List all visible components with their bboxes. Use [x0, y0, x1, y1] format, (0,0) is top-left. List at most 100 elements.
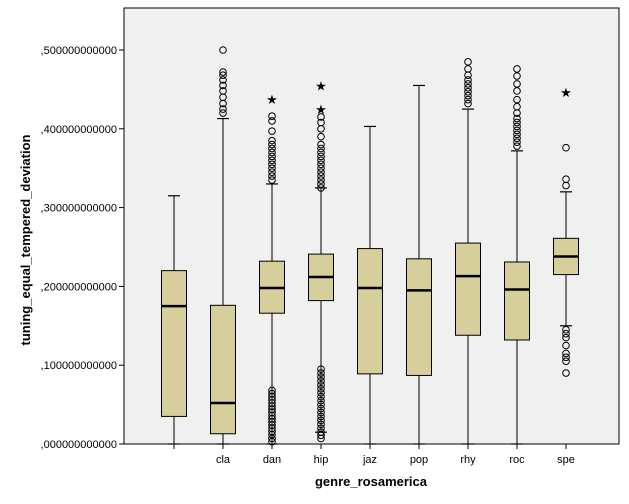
outlier-point: [464, 87, 472, 96]
outlier-point: [562, 329, 570, 338]
outlier-point: [317, 388, 325, 397]
outlier-point: [317, 176, 325, 184]
y-tick-label: ,500000000000: [41, 45, 117, 57]
outlier-point: [219, 71, 227, 80]
outlier-point: [464, 91, 472, 100]
outlier-point: [317, 369, 325, 377]
y-tick-label: ,000000000000: [41, 439, 117, 451]
outlier-point: [317, 180, 325, 188]
iqr-box: [504, 261, 530, 341]
x-tick-label: roc: [509, 454, 525, 466]
outlier-point: [268, 112, 276, 120]
y-tick-label: ,300000000000: [41, 203, 117, 215]
boxes-group: ★★★ ★: [161, 46, 579, 446]
outlier-point: [513, 134, 521, 143]
extreme-point: ★: [266, 93, 278, 108]
x-tick-label: pop: [410, 454, 428, 466]
outlier-point: [268, 140, 276, 149]
outlier-point: [513, 114, 521, 123]
outlier-point: [317, 404, 325, 413]
extreme-point: ★: [560, 86, 572, 101]
outlier-point: [513, 118, 521, 127]
outlier-point: [464, 76, 472, 84]
outlier-point: [268, 152, 276, 161]
box-jaz: [357, 125, 383, 445]
outlier-point: [562, 325, 570, 334]
box-blank: [161, 195, 187, 445]
outlier-point: [268, 136, 276, 145]
y-tick-label: ,100000000000: [41, 360, 117, 372]
outlier-point: [317, 400, 325, 409]
box-dan: ★: [259, 93, 285, 446]
outlier-point: [317, 420, 325, 429]
y-tick-label: ,400000000000: [41, 124, 117, 136]
outlier-point: [268, 389, 276, 398]
outlier-point: [513, 95, 521, 104]
outlier-point: [317, 412, 325, 421]
outlier-point: [513, 122, 521, 131]
box-rhy: [455, 58, 481, 445]
outlier-point: [513, 65, 521, 73]
outlier-point: [317, 377, 325, 385]
outlier-point: [317, 164, 325, 172]
outlier-point: [268, 386, 276, 395]
outlier-point: [268, 156, 276, 165]
outlier-point: [219, 76, 227, 84]
x-axis: cla dan hip jaz pop rhy roc spe: [173, 444, 575, 466]
outlier-point: [317, 428, 325, 436]
outlier-point: [562, 357, 570, 366]
x-tick-label: rhy: [460, 454, 476, 466]
x-tick-label: spe: [557, 454, 575, 466]
iqr-box: [210, 304, 236, 435]
outlier-point: [513, 138, 521, 146]
outlier-point: [464, 99, 472, 108]
iqr-box: [161, 270, 187, 417]
iqr-box: [455, 242, 481, 336]
outlier-point: [268, 144, 276, 153]
outlier-point: [317, 396, 325, 405]
outlier-point: [317, 144, 325, 153]
outlier-point: [317, 184, 325, 192]
outlier-point: [317, 148, 325, 157]
box-pop: [406, 84, 432, 445]
outlier-point: [219, 105, 227, 113]
outlier-point: [268, 176, 276, 184]
outlier-point: [464, 95, 472, 104]
x-tick-label: cla: [216, 454, 231, 466]
outlier-point: [219, 68, 227, 76]
box-roc: [504, 65, 530, 445]
outlier-point: [219, 87, 227, 95]
outlier-point: [317, 392, 325, 401]
outlier-point: [317, 118, 325, 127]
y-tick-label: ,200000000000: [41, 281, 117, 293]
outlier-point: [317, 113, 325, 121]
outlier-point: [219, 81, 227, 90]
outlier-point: [268, 117, 276, 125]
outlier-point: [317, 168, 325, 176]
outlier-point: [513, 126, 521, 135]
outlier-point: [268, 160, 276, 169]
outlier-point: [317, 385, 325, 393]
iqr-box: [406, 258, 432, 376]
outlier-point: [317, 408, 325, 417]
outlier-point: [317, 140, 325, 149]
outlier-point: [268, 168, 276, 176]
outlier-point: [317, 424, 325, 433]
outlier-point: [268, 148, 276, 157]
outlier-point: [513, 80, 521, 88]
x-tick-label: dan: [263, 454, 281, 466]
box-hip: ★★: [308, 79, 334, 443]
outlier-point: [268, 172, 276, 180]
extreme-point: ★: [315, 103, 327, 118]
outlier-point: [513, 142, 521, 150]
outlier-point: [317, 172, 325, 180]
outlier-point: [317, 132, 325, 141]
x-axis-title: genre_rosamerica: [315, 474, 428, 489]
outlier-point: [317, 156, 325, 165]
outlier-point: [317, 381, 325, 389]
box-spe: ★: [553, 86, 579, 377]
y-axis-title: tuning_equal_tempered_deviation: [18, 134, 33, 345]
plot-background: [123, 7, 620, 445]
iqr-box: [357, 248, 383, 375]
